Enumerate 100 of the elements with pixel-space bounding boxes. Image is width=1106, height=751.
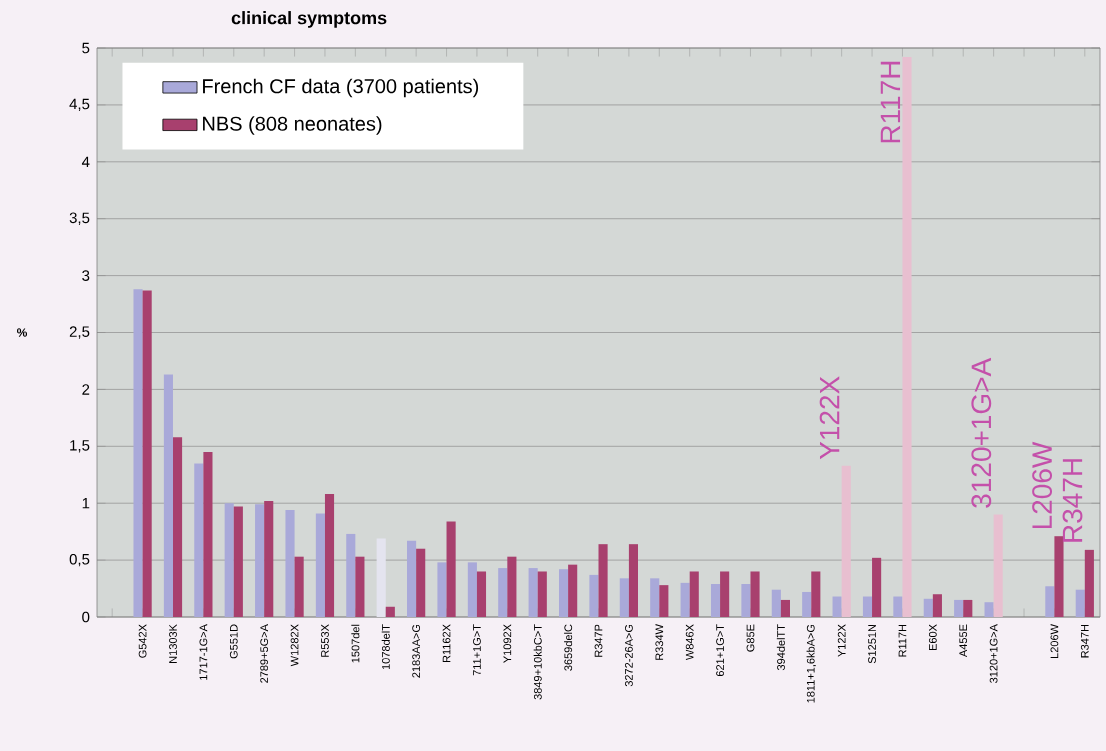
x-tick-label: G85E [746, 624, 755, 652]
x-tick-label: Y1092X [503, 624, 512, 663]
bar [416, 548, 426, 617]
bar [954, 599, 964, 617]
bar [893, 596, 903, 617]
bar [1084, 549, 1094, 617]
x-tick-label: R334W [655, 624, 664, 660]
x-tick-label: G542X [138, 624, 147, 658]
bar [862, 596, 873, 617]
x-tick-label: 2789+5G>A [260, 624, 269, 683]
bar [467, 562, 477, 617]
x-tick-label: 1811+1,6kbA>G [806, 624, 816, 703]
bar [872, 557, 882, 617]
annotation: 3120+1G>A [971, 357, 992, 508]
bar [537, 571, 547, 617]
legend-label: NBS (808 neonates) [203, 116, 382, 135]
bar [841, 465, 851, 617]
bar [203, 452, 213, 617]
x-tick-label: R1162X [442, 624, 451, 663]
x-tick-label: 3659delC [564, 624, 573, 671]
x-tick-label: 394delTT [776, 624, 785, 671]
y-tick-label: 3,5 [69, 212, 90, 225]
bar [285, 510, 295, 617]
bar [255, 504, 265, 617]
y-tick-label: 0 [82, 611, 90, 623]
y-tick-label: 2 [82, 384, 90, 395]
bar [172, 437, 183, 617]
x-tick-label: R347H [1080, 624, 1089, 658]
bar [741, 584, 751, 617]
bar [619, 578, 629, 617]
bar [163, 374, 173, 617]
bar [558, 569, 569, 617]
x-tick-label: G551D [229, 624, 238, 659]
x-tick-label: R117H [898, 624, 907, 657]
x-tick-label: 621+1G>T [716, 624, 724, 677]
x-tick-label: Y122X [837, 624, 846, 657]
bar [507, 556, 517, 617]
bar [346, 533, 356, 617]
bar [194, 463, 204, 617]
bar [720, 571, 730, 617]
bar [315, 513, 325, 617]
bar [589, 574, 599, 617]
x-tick-label: W1282X [290, 624, 299, 667]
bar [385, 606, 395, 617]
bar [528, 568, 538, 617]
bar [659, 585, 669, 617]
x-tick-label: R347P [594, 624, 603, 657]
bar [710, 584, 721, 617]
bar [568, 564, 578, 617]
x-tick-label: W846X [685, 624, 694, 661]
x-tick-label: A455E [959, 624, 968, 658]
bar [628, 544, 639, 617]
annotation: R347H [1062, 459, 1083, 542]
bar [932, 594, 942, 617]
annotation: Y122X [819, 376, 840, 460]
bar [446, 521, 456, 617]
x-tick-label: 3272-26A>G [625, 624, 633, 687]
bar [142, 290, 152, 617]
legend-label: French CF data (3700 patients) [203, 78, 479, 98]
x-tick-label: N1303K [169, 624, 177, 663]
x-tick-label: 3120+1G>A [989, 624, 998, 683]
bar [498, 568, 508, 617]
bar [993, 514, 1003, 617]
bar [771, 589, 781, 617]
y-tick-label: 1 [82, 498, 90, 509]
bar [264, 500, 274, 617]
annotation: R117H [880, 61, 901, 143]
bar [1075, 589, 1085, 617]
bar [1045, 586, 1055, 617]
x-tick-label: E60X [928, 624, 937, 651]
x-tick-label: S1251N [868, 624, 876, 664]
bar [233, 506, 243, 617]
x-tick-label: 1507del [351, 624, 360, 663]
bar [133, 289, 143, 617]
y-tick-label: 1,5 [70, 440, 90, 453]
bar [294, 556, 304, 617]
bar [780, 599, 790, 617]
x-tick-label: 1078delT [381, 624, 390, 670]
x-tick-label: R553X [321, 624, 329, 657]
bar [811, 571, 821, 617]
bar [224, 503, 234, 617]
bar [984, 602, 994, 617]
bar [407, 540, 417, 617]
bar [750, 571, 760, 617]
bar [355, 556, 365, 617]
y-tick-label: 3 [82, 270, 90, 281]
bar [689, 571, 699, 617]
x-tick-label: 1717-1G>A [199, 624, 208, 680]
y-axis-title: % [17, 328, 28, 337]
bar [1054, 536, 1064, 617]
chart-title: clinical symptoms [231, 11, 387, 28]
y-tick-label: 4 [81, 156, 90, 167]
bar [650, 578, 660, 617]
x-tick-label: 2183AA>G [412, 624, 421, 678]
bar [963, 599, 973, 617]
y-tick-label: 5 [82, 42, 90, 54]
x-tick-label: 3849+10kbC>T [533, 624, 542, 700]
bar [902, 57, 912, 617]
y-tick-label: 0,5 [69, 553, 90, 567]
bar [324, 494, 335, 617]
